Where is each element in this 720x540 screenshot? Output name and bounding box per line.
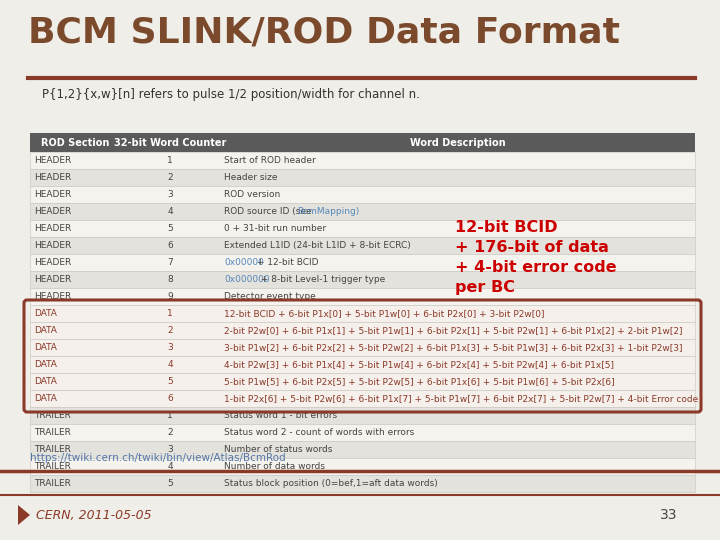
- Text: 1: 1: [167, 309, 173, 318]
- Bar: [30, 407, 695, 424]
- Text: 6: 6: [167, 241, 173, 250]
- Bar: [30, 373, 695, 390]
- Text: TRAILER: TRAILER: [34, 462, 71, 471]
- Text: 4: 4: [167, 207, 173, 216]
- Text: 1-bit P2x[6] + 5-bit P2w[6] + 6-bit P1x[7] + 5-bit P1w[7] + 6-bit P2x[7] + 5-bit: 1-bit P2x[6] + 5-bit P2w[6] + 6-bit P1x[…: [224, 394, 698, 403]
- Bar: [30, 203, 695, 220]
- Text: 8: 8: [167, 275, 173, 284]
- Bar: [30, 254, 695, 271]
- Text: HEADER: HEADER: [34, 258, 71, 267]
- Text: 3-bit P1w[2] + 6-bit P2x[2] + 5-bit P2w[2] + 6-bit P1x[3] + 5-bit P1w[3] + 6-bit: 3-bit P1w[2] + 6-bit P2x[2] + 5-bit P2w[…: [224, 343, 683, 352]
- Text: TRAILER: TRAILER: [34, 445, 71, 454]
- Text: + 4-bit error code: + 4-bit error code: [455, 260, 616, 275]
- Text: 4-bit P2w[3] + 6-bit P1x[4] + 5-bit P1w[4] + 6-bit P2x[4] + 5-bit P2w[4] + 6-bit: 4-bit P2w[3] + 6-bit P1x[4] + 5-bit P1w[…: [224, 360, 614, 369]
- Bar: [30, 133, 695, 152]
- Bar: [30, 152, 695, 169]
- Text: 5: 5: [167, 377, 173, 386]
- Text: TRAILER: TRAILER: [34, 411, 71, 420]
- Bar: [30, 186, 695, 203]
- Bar: [30, 424, 695, 441]
- Bar: [30, 271, 695, 288]
- Text: DATA: DATA: [34, 360, 57, 369]
- Bar: [30, 390, 695, 407]
- Text: Word Description: Word Description: [410, 138, 505, 147]
- Bar: [30, 237, 695, 254]
- Text: Status word 1 - bit errors: Status word 1 - bit errors: [224, 411, 337, 420]
- Text: BcmMapping): BcmMapping): [297, 207, 359, 216]
- Bar: [30, 322, 695, 339]
- Text: 9: 9: [167, 292, 173, 301]
- Text: + 176-bit of data: + 176-bit of data: [455, 240, 609, 255]
- Text: 0x000000: 0x000000: [224, 275, 269, 284]
- Text: 33: 33: [660, 508, 678, 522]
- Text: CERN, 2011-05-05: CERN, 2011-05-05: [36, 509, 152, 522]
- Text: Start of ROD header: Start of ROD header: [224, 156, 316, 165]
- Text: 32-bit Word Counter: 32-bit Word Counter: [114, 138, 226, 147]
- Text: 5: 5: [167, 224, 173, 233]
- Text: HEADER: HEADER: [34, 156, 71, 165]
- Text: Number of status words: Number of status words: [224, 445, 333, 454]
- Bar: [30, 339, 695, 356]
- Text: DATA: DATA: [34, 377, 57, 386]
- Text: HEADER: HEADER: [34, 190, 71, 199]
- Bar: [30, 169, 695, 186]
- Text: + 12-bit BCID: + 12-bit BCID: [254, 258, 318, 267]
- Text: ROD source ID (see: ROD source ID (see: [224, 207, 315, 216]
- Text: Number of data words: Number of data words: [224, 462, 325, 471]
- Text: 4: 4: [167, 462, 173, 471]
- Text: 0x00000: 0x00000: [224, 258, 264, 267]
- Polygon shape: [18, 505, 30, 525]
- Text: Extended L1ID (24-bit L1ID + 8-bit ECRC): Extended L1ID (24-bit L1ID + 8-bit ECRC): [224, 241, 410, 250]
- Text: 12-bit BCID + 6-bit P1x[0] + 5-bit P1w[0] + 6-bit P2x[0] + 3-bit P2w[0]: 12-bit BCID + 6-bit P1x[0] + 5-bit P1w[0…: [224, 309, 544, 318]
- Text: 12-bit BCID: 12-bit BCID: [455, 220, 557, 235]
- Text: TRAILER: TRAILER: [34, 479, 71, 488]
- Text: 6: 6: [167, 394, 173, 403]
- Bar: [30, 220, 695, 237]
- Text: DATA: DATA: [34, 309, 57, 318]
- Text: 3: 3: [167, 190, 173, 199]
- Text: 2-bit P2w[0] + 6-bit P1x[1] + 5-bit P1w[1] + 6-bit P2x[1] + 5-bit P2w[1] + 6-bit: 2-bit P2w[0] + 6-bit P1x[1] + 5-bit P1w[…: [224, 326, 683, 335]
- Text: Header size: Header size: [224, 173, 277, 182]
- Text: 2: 2: [167, 173, 173, 182]
- Text: Status block position (0=bef,1=aft data words): Status block position (0=bef,1=aft data …: [224, 479, 438, 488]
- Bar: [30, 458, 695, 475]
- Text: ROD Section: ROD Section: [41, 138, 109, 147]
- Bar: [30, 441, 695, 458]
- Text: DATA: DATA: [34, 343, 57, 352]
- Text: 1: 1: [167, 156, 173, 165]
- Text: 3: 3: [167, 343, 173, 352]
- Text: 2: 2: [167, 428, 173, 437]
- Text: + 8-bit Level-1 trigger type: + 8-bit Level-1 trigger type: [258, 275, 385, 284]
- Text: 5-bit P1w[5] + 6-bit P2x[5] + 5-bit P2w[5] + 6-bit P1x[6] + 5-bit P1w[6] + 5-bit: 5-bit P1w[5] + 6-bit P2x[5] + 5-bit P2w[…: [224, 377, 615, 386]
- Text: HEADER: HEADER: [34, 275, 71, 284]
- Text: HEADER: HEADER: [34, 207, 71, 216]
- Text: HEADER: HEADER: [34, 292, 71, 301]
- Text: DATA: DATA: [34, 326, 57, 335]
- Text: ROD version: ROD version: [224, 190, 280, 199]
- Text: per BC: per BC: [455, 280, 515, 295]
- Text: DATA: DATA: [34, 394, 57, 403]
- Text: Detector event type: Detector event type: [224, 292, 316, 301]
- Bar: [30, 305, 695, 322]
- Text: HEADER: HEADER: [34, 224, 71, 233]
- Text: HEADER: HEADER: [34, 241, 71, 250]
- Bar: [30, 475, 695, 492]
- Text: 3: 3: [167, 445, 173, 454]
- Text: 4: 4: [167, 360, 173, 369]
- Text: Status word 2 - count of words with errors: Status word 2 - count of words with erro…: [224, 428, 414, 437]
- Bar: [30, 288, 695, 305]
- Bar: [30, 356, 695, 373]
- Text: 0 + 31-bit run number: 0 + 31-bit run number: [224, 224, 326, 233]
- Text: HEADER: HEADER: [34, 173, 71, 182]
- Text: TRAILER: TRAILER: [34, 428, 71, 437]
- Text: 7: 7: [167, 258, 173, 267]
- Text: P{1,2}{x,w}[n] refers to pulse 1/2 position/width for channel n.: P{1,2}{x,w}[n] refers to pulse 1/2 posit…: [42, 88, 420, 101]
- Text: BCM SLINK/ROD Data Format: BCM SLINK/ROD Data Format: [28, 15, 620, 49]
- Text: 1: 1: [167, 411, 173, 420]
- Text: 2: 2: [167, 326, 173, 335]
- Text: https://twiki.cern.ch/twiki/bin/view/Atlas/BcmRod: https://twiki.cern.ch/twiki/bin/view/Atl…: [30, 453, 286, 463]
- Text: 5: 5: [167, 479, 173, 488]
